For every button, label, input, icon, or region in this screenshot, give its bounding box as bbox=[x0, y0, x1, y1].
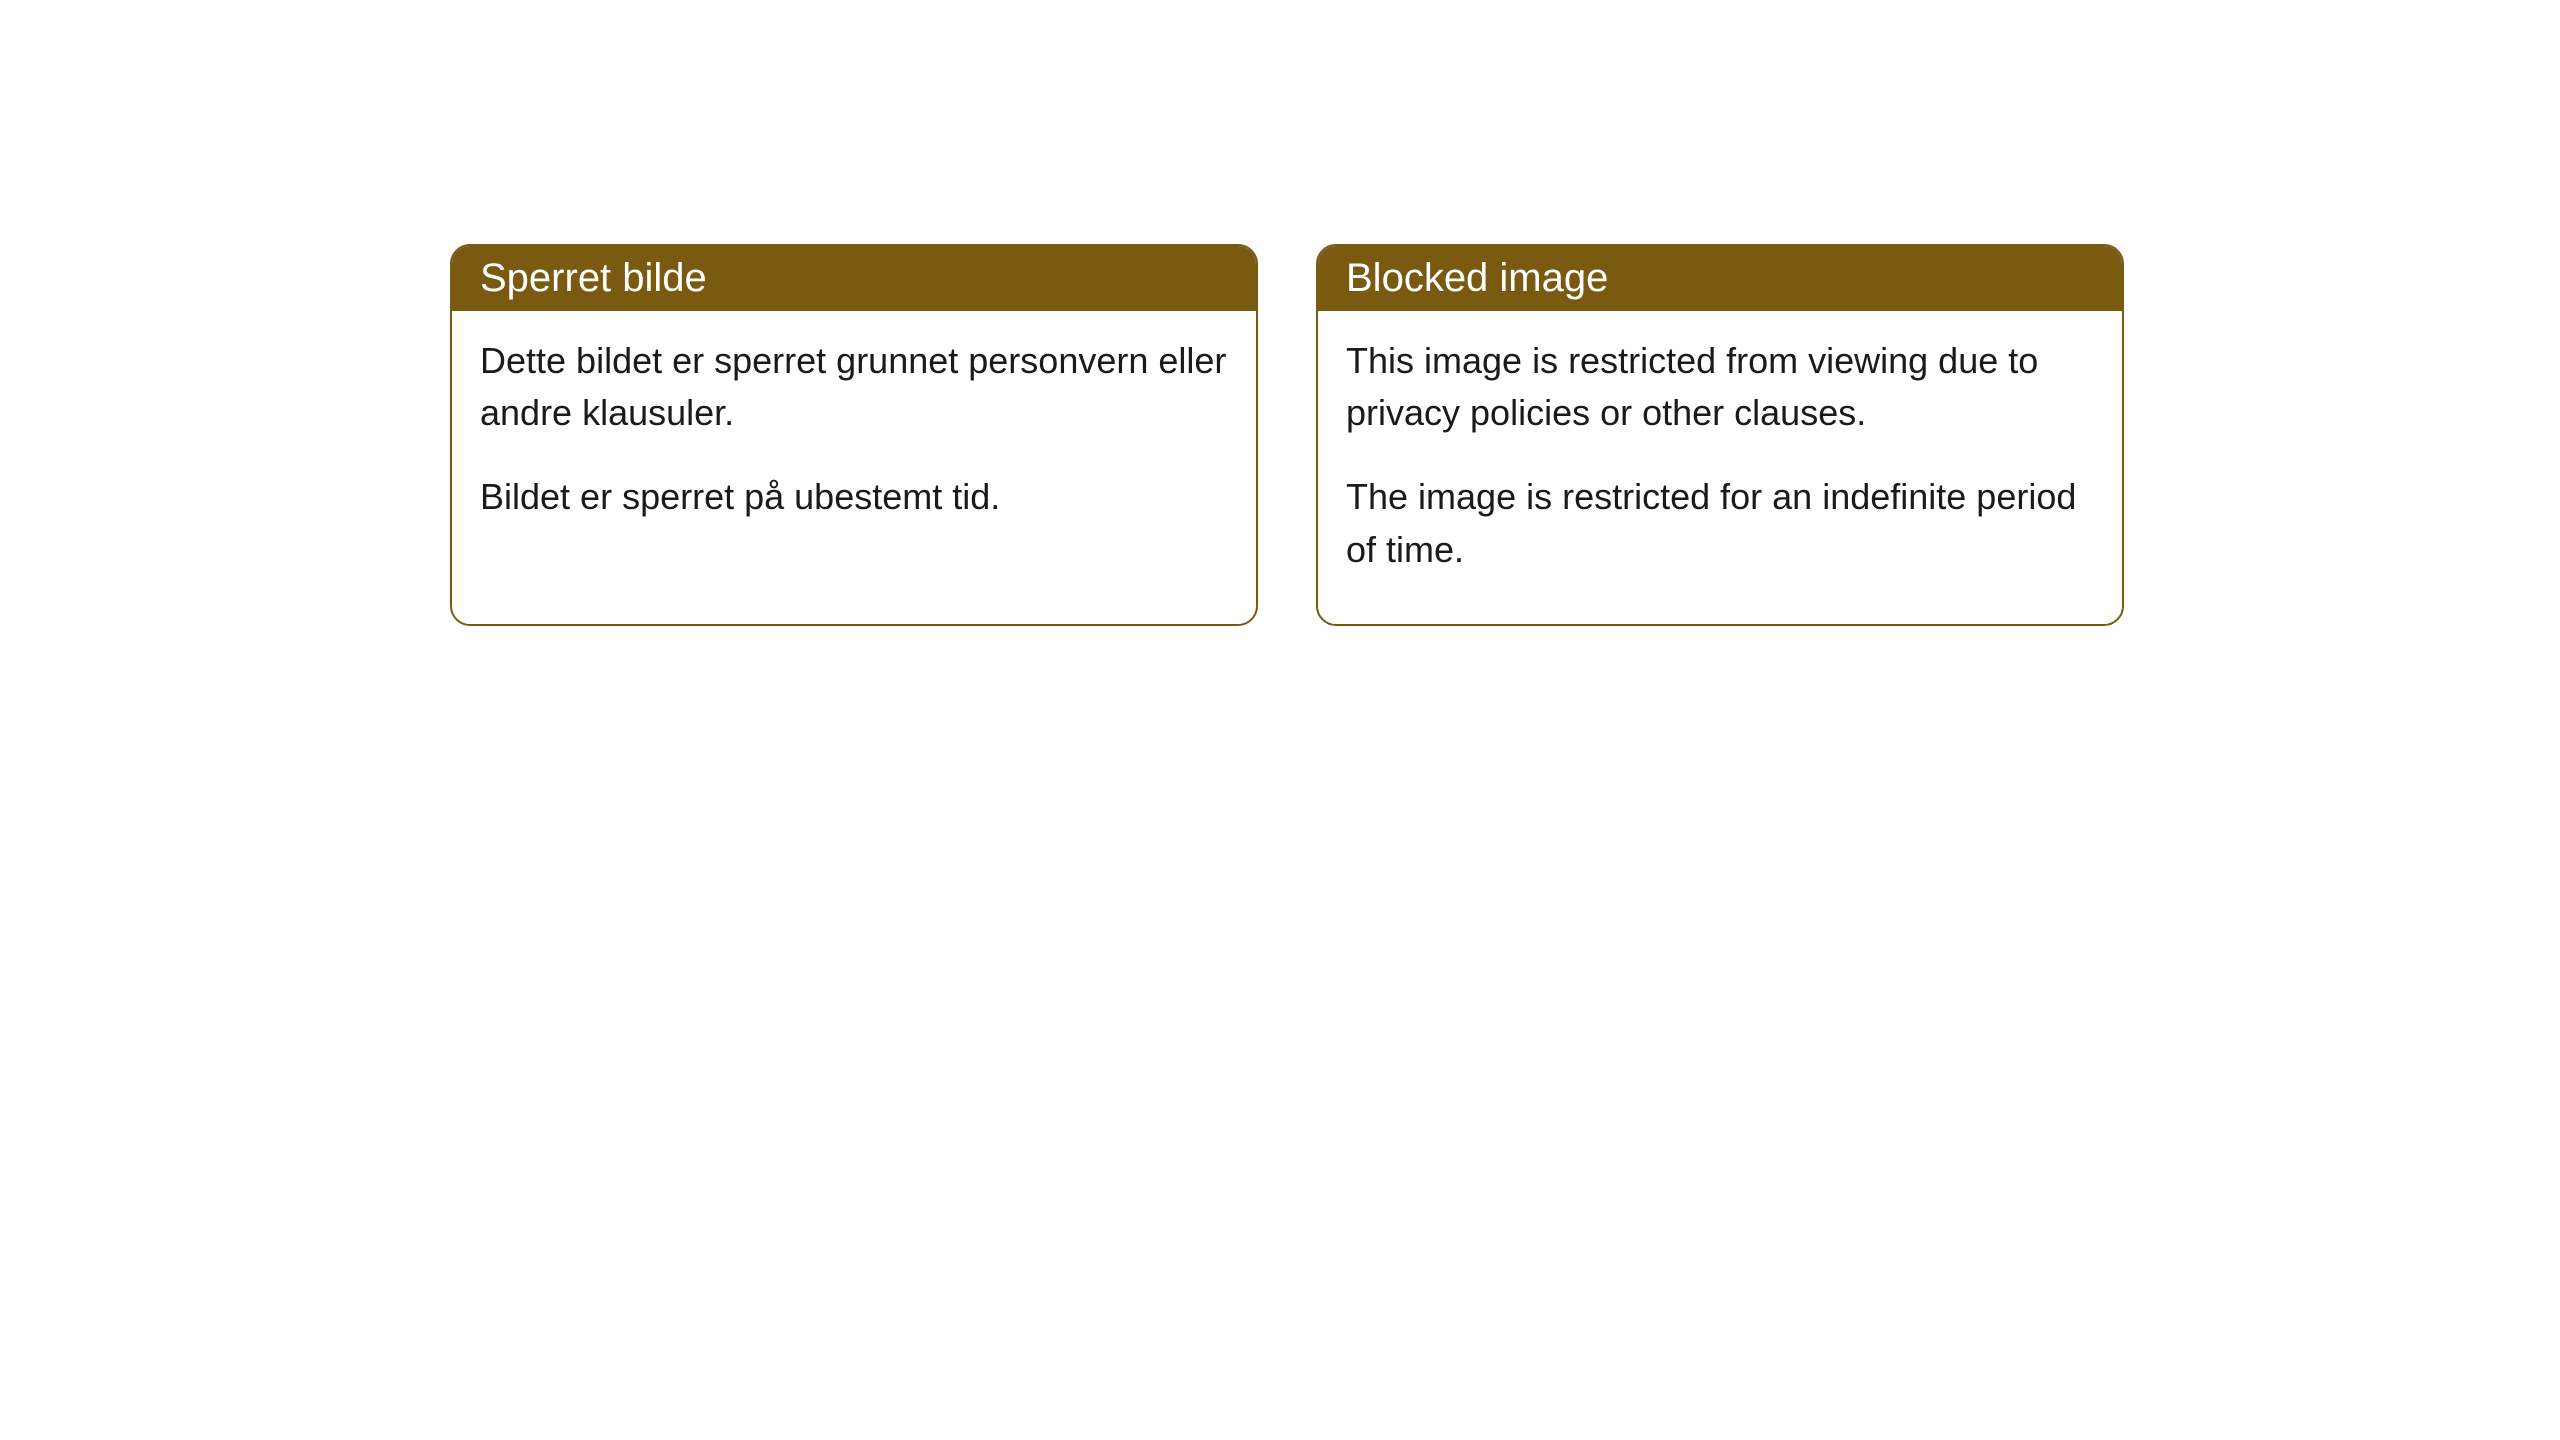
card-paragraph: Bildet er sperret på ubestemt tid. bbox=[480, 471, 1228, 523]
card-header-en: Blocked image bbox=[1318, 246, 2122, 311]
card-body-no: Dette bildet er sperret grunnet personve… bbox=[452, 311, 1256, 572]
card-paragraph: The image is restricted for an indefinit… bbox=[1346, 471, 2094, 575]
cards-container: Sperret bilde Dette bildet er sperret gr… bbox=[0, 0, 2560, 626]
card-paragraph: This image is restricted from viewing du… bbox=[1346, 335, 2094, 439]
blocked-image-card-no: Sperret bilde Dette bildet er sperret gr… bbox=[450, 244, 1258, 626]
card-header-no: Sperret bilde bbox=[452, 246, 1256, 311]
card-body-en: This image is restricted from viewing du… bbox=[1318, 311, 2122, 624]
card-title: Sperret bilde bbox=[480, 256, 707, 300]
card-paragraph: Dette bildet er sperret grunnet personve… bbox=[480, 335, 1228, 439]
card-title: Blocked image bbox=[1346, 256, 1608, 300]
blocked-image-card-en: Blocked image This image is restricted f… bbox=[1316, 244, 2124, 626]
